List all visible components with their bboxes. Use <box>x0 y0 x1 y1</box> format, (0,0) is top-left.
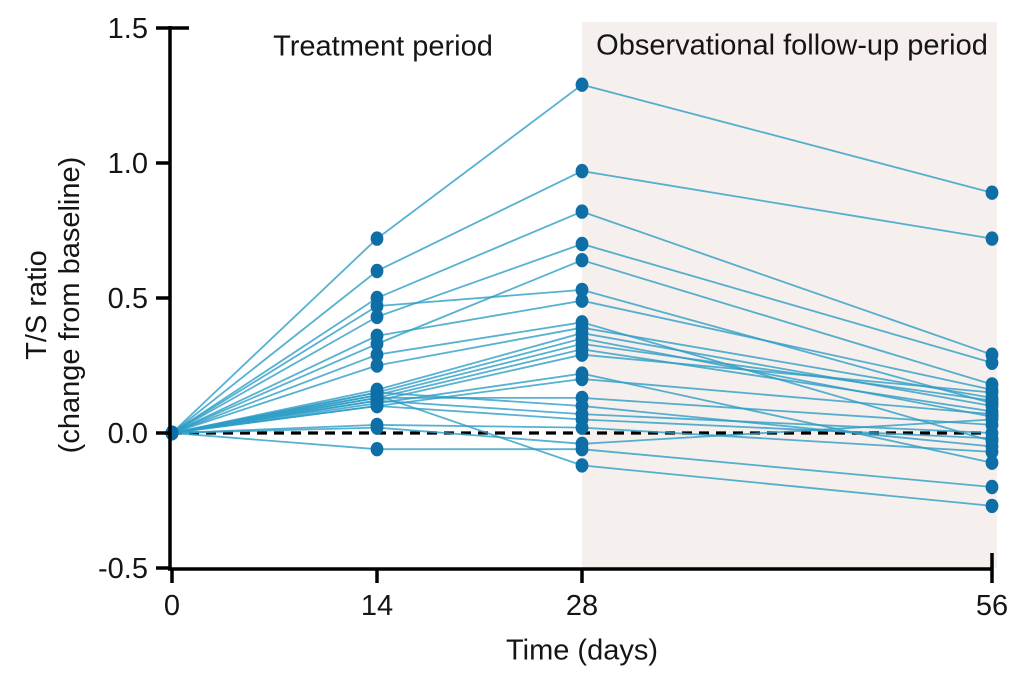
x-tick-label-56: 56 <box>976 590 1008 622</box>
series-line-subject-10 <box>171 332 993 434</box>
data-point-subject-24-day14 <box>370 388 384 403</box>
data-point-subject-21-day28 <box>575 420 589 435</box>
data-point-subject-14-day28 <box>575 347 589 362</box>
y-tick-label-1: 1.0 <box>108 148 148 180</box>
series-line-subject-15 <box>171 372 993 464</box>
x-axis-title: Time (days) <box>506 634 658 667</box>
y-tick-label--0.5: -0.5 <box>98 553 148 585</box>
data-point-subject-21-day56 <box>985 444 999 460</box>
series-line-subject-18 <box>171 391 993 448</box>
y-axis-title: T/S ratio (change from baseline) <box>21 135 87 475</box>
data-point-subject-07-day28 <box>575 293 589 308</box>
series-line-subject-17 <box>171 396 993 434</box>
treatment-period-label: Treatment period <box>273 30 493 63</box>
data-point-subject-02-day14 <box>370 263 384 279</box>
x-tick-label-14: 14 <box>361 590 393 622</box>
data-point-subject-23-day14 <box>370 442 384 457</box>
data-point-subject-02-day56 <box>985 231 999 246</box>
data-point-subject-01-day14 <box>370 231 384 246</box>
data-point-subject-22-day14 <box>370 420 384 435</box>
data-point-subject-24-day56 <box>985 498 999 514</box>
series-line-subject-20 <box>171 405 993 440</box>
data-point-subject-04-day56 <box>985 355 999 370</box>
data-point-subject-06-day14 <box>370 298 384 314</box>
data-point-subject-15-day56 <box>985 455 999 470</box>
data-point-subject-07-day14 <box>370 328 384 343</box>
series-line-subject-21 <box>171 423 993 453</box>
y-tick-label-1.5: 1.5 <box>108 13 148 45</box>
x-tick-label-0: 0 <box>164 590 180 622</box>
data-point-subject-20-day14 <box>370 398 384 414</box>
y-tick-label-0.5: 0.5 <box>108 283 148 315</box>
data-point-subject-01-day56 <box>985 185 999 200</box>
x-tick-label-28: 28 <box>566 590 598 622</box>
data-point-subject-23-day28 <box>575 442 589 457</box>
data-point-subject-08-day14 <box>370 347 384 362</box>
series-line-subject-23 <box>171 432 993 488</box>
y-axis-title-line2: (change from baseline) <box>54 156 86 454</box>
series-line-subject-03 <box>171 210 993 434</box>
series-line-subject-05 <box>171 259 993 434</box>
series-line-subject-07 <box>171 299 993 434</box>
data-point-subject-05-day28 <box>575 253 589 268</box>
series-line-subject-19 <box>171 399 993 434</box>
series-line-subject-09 <box>171 326 993 434</box>
y-tick-label-0: 0.0 <box>108 418 148 450</box>
data-point-subject-22-day56 <box>985 412 999 427</box>
data-point-subject-02-day28 <box>575 163 589 179</box>
series-line-subject-01 <box>171 83 993 434</box>
data-point-subject-16-day28 <box>575 371 589 387</box>
followup-shaded-region <box>582 22 997 568</box>
series-line-subject-08 <box>171 321 993 442</box>
data-point-subject-03-day28 <box>575 204 589 219</box>
series-line-subject-06 <box>171 288 993 434</box>
series-line-subject-22 <box>171 418 993 445</box>
data-point-subject-24-day28 <box>575 458 589 473</box>
series-line-subject-24 <box>171 394 993 507</box>
data-point-subject-23-day56 <box>985 479 999 495</box>
data-point-subject-01-day28 <box>575 77 589 92</box>
y-axis-title-line1: T/S ratio <box>21 250 53 360</box>
data-point-subject-14-day56 <box>985 385 999 400</box>
data-point-subject-06-day28 <box>575 282 589 298</box>
data-point-subject-09-day14 <box>370 358 384 373</box>
series-line-subject-02 <box>171 170 993 434</box>
series-line-subject-04 <box>171 243 993 434</box>
data-point-subject-04-day28 <box>575 236 589 252</box>
followup-period-label: Observational follow-up period <box>596 29 988 62</box>
data-point-subject-20-day56 <box>985 431 999 446</box>
data-point-subject-04-day14 <box>370 309 384 325</box>
